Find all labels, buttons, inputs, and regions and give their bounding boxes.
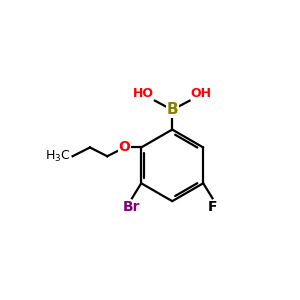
Text: H$_3$C: H$_3$C: [45, 149, 71, 164]
Text: Br: Br: [123, 200, 141, 214]
Text: F: F: [208, 200, 217, 214]
Text: HO: HO: [133, 86, 154, 100]
Text: OH: OH: [191, 86, 212, 100]
Text: B: B: [167, 102, 178, 117]
Text: O: O: [119, 140, 130, 154]
